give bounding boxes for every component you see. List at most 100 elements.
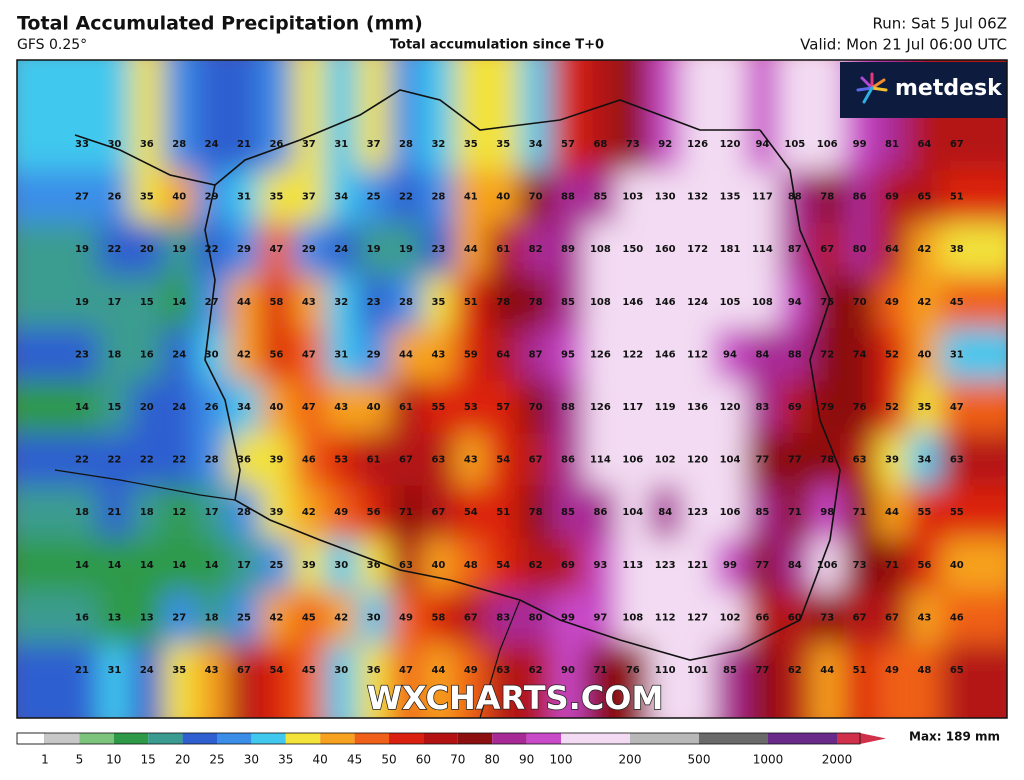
precip-value: 59 <box>464 349 478 360</box>
colorbar-segment <box>251 733 286 744</box>
precip-value: 58 <box>431 612 445 623</box>
precip-cell <box>17 170 100 224</box>
precip-cell <box>649 433 683 487</box>
precip-value: 34 <box>917 455 931 466</box>
precip-cell <box>713 485 748 540</box>
precip-value: 15 <box>107 402 121 413</box>
precip-cell <box>551 60 586 172</box>
precip-value: 56 <box>367 507 381 518</box>
colorbar-label: 100 <box>550 753 573 767</box>
precip-cell <box>778 328 812 382</box>
colorbar-label: 10 <box>106 753 121 767</box>
colorbar-segment <box>148 733 183 744</box>
precip-value: 22 <box>107 455 121 466</box>
precip-cell <box>260 222 294 277</box>
precip-value: 74 <box>853 349 867 360</box>
precip-value: 64 <box>917 139 931 150</box>
precip-value: 53 <box>464 402 478 413</box>
precip-value: 25 <box>367 192 381 203</box>
precip-cell <box>908 485 942 540</box>
precip-cell <box>811 643 845 718</box>
precip-value: 64 <box>496 349 510 360</box>
precip-cell <box>584 433 618 487</box>
precip-value: 110 <box>655 665 676 676</box>
precip-value: 14 <box>107 560 121 571</box>
precip-value: 29 <box>237 244 251 255</box>
precip-cell <box>454 433 488 487</box>
precip-value: 46 <box>950 612 964 623</box>
precip-value: 31 <box>237 192 251 203</box>
precip-cell <box>811 170 845 224</box>
colorbar-label: 90 <box>519 753 534 767</box>
precip-value: 35 <box>140 192 154 203</box>
precip-value: 88 <box>788 192 802 203</box>
precip-cell <box>584 170 618 224</box>
precip-value: 94 <box>755 139 769 150</box>
precip-value: 37 <box>302 139 316 150</box>
precip-value: 22 <box>107 244 121 255</box>
precip-cell <box>551 643 586 718</box>
precip-field <box>17 60 1007 718</box>
colorbar-segment <box>630 733 699 744</box>
precip-value: 36 <box>140 139 154 150</box>
precip-cell <box>843 433 877 487</box>
precip-value: 67 <box>464 612 478 623</box>
precip-cell <box>17 591 100 645</box>
precip-cell <box>519 328 553 382</box>
precip-cell <box>908 433 942 487</box>
precip-cell <box>422 60 456 172</box>
precip-cell <box>681 222 715 277</box>
precip-cell <box>422 433 456 487</box>
precip-value: 76 <box>853 402 867 413</box>
precip-value: 83 <box>755 402 769 413</box>
precip-cell <box>746 485 780 540</box>
colorbar-segment <box>217 733 252 744</box>
precip-value: 36 <box>367 665 381 676</box>
precip-value: 87 <box>529 349 543 360</box>
precip-value: 63 <box>496 665 510 676</box>
precip-cell <box>163 591 197 645</box>
precip-value: 19 <box>172 244 186 255</box>
precip-value: 45 <box>302 612 316 623</box>
precip-cell <box>551 380 586 435</box>
precip-cell <box>616 380 650 435</box>
precip-value: 35 <box>431 297 445 308</box>
precip-value: 30 <box>334 665 348 676</box>
precip-value: 112 <box>687 349 708 360</box>
precip-cell <box>260 538 294 593</box>
colorbar-segment <box>285 733 321 744</box>
precip-cell <box>227 60 262 172</box>
precip-value: 40 <box>431 560 445 571</box>
colorbar-segment <box>45 733 80 744</box>
precip-cell <box>875 538 910 593</box>
precip-value: 121 <box>687 560 708 571</box>
precip-value: 62 <box>788 665 802 676</box>
precip-cell <box>940 380 1007 435</box>
colorbar-label: 45 <box>347 753 362 767</box>
precip-cell <box>875 643 910 718</box>
precip-value: 181 <box>720 244 741 255</box>
precip-value: 78 <box>496 297 510 308</box>
precip-value: 28 <box>431 192 445 203</box>
colorbar-segment <box>837 733 860 744</box>
subtitle: Total accumulation since T+0 <box>390 38 604 53</box>
precip-value: 45 <box>302 665 316 676</box>
precip-value: 67 <box>950 139 964 150</box>
precip-value: 88 <box>561 402 575 413</box>
precip-cell <box>778 538 812 593</box>
precip-value: 146 <box>655 297 676 308</box>
precip-cell <box>325 643 359 718</box>
precip-cell <box>17 60 100 172</box>
precip-value: 28 <box>172 139 186 150</box>
precip-value: 101 <box>687 665 708 676</box>
precip-cell <box>584 591 618 645</box>
precip-cell <box>713 591 748 645</box>
precip-value: 40 <box>950 560 964 571</box>
precip-cell <box>195 643 229 718</box>
precip-cell <box>130 275 164 330</box>
precip-cell <box>649 170 683 224</box>
precip-cell <box>551 485 586 540</box>
precip-value: 97 <box>593 612 607 623</box>
precip-value: 67 <box>431 507 445 518</box>
precip-value: 24 <box>205 139 219 150</box>
